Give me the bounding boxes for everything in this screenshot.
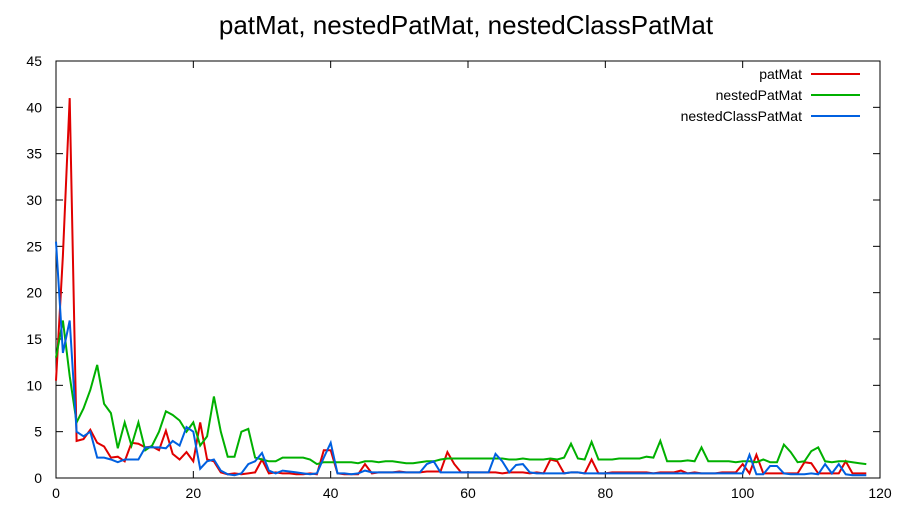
y-tick-label: 15 (26, 331, 42, 347)
y-tick-label: 5 (34, 424, 42, 440)
axes: 0 5 10 15 20 25 30 35 40 45 0 20 40 60 80 100 120 (26, 53, 891, 501)
y-tick-label: 10 (26, 377, 42, 393)
y-tick-label: 45 (26, 53, 42, 69)
legend-label-patMat: patMat (759, 66, 802, 82)
y-tick-label: 0 (34, 470, 42, 486)
y-tick-label: 40 (26, 99, 42, 115)
series-line-nestedPatMat (55, 320, 867, 466)
legend-label-nestedPatMat: nestedPatMat (716, 87, 802, 103)
series-line-nestedClassPatMat (55, 241, 867, 477)
x-tick-label: 80 (598, 485, 614, 501)
x-tick-label: 40 (323, 485, 339, 501)
legend: patMat nestedPatMat nestedClassPatMat (681, 66, 860, 124)
y-tick-label: 25 (26, 238, 42, 254)
y-tick-label: 35 (26, 146, 42, 162)
y-tick-label: 30 (26, 192, 42, 208)
x-tick-label: 100 (731, 485, 755, 501)
x-tick-label: 0 (52, 485, 60, 501)
series-lines (55, 98, 867, 477)
legend-label-nestedClassPatMat: nestedClassPatMat (681, 108, 803, 124)
chart-title: patMat, nestedPatMat, nestedClassPatMat (219, 10, 714, 40)
x-tick-label: 60 (460, 485, 476, 501)
x-tick-label: 20 (186, 485, 202, 501)
x-tick-label: 120 (868, 485, 892, 501)
y-tick-label: 20 (26, 285, 42, 301)
